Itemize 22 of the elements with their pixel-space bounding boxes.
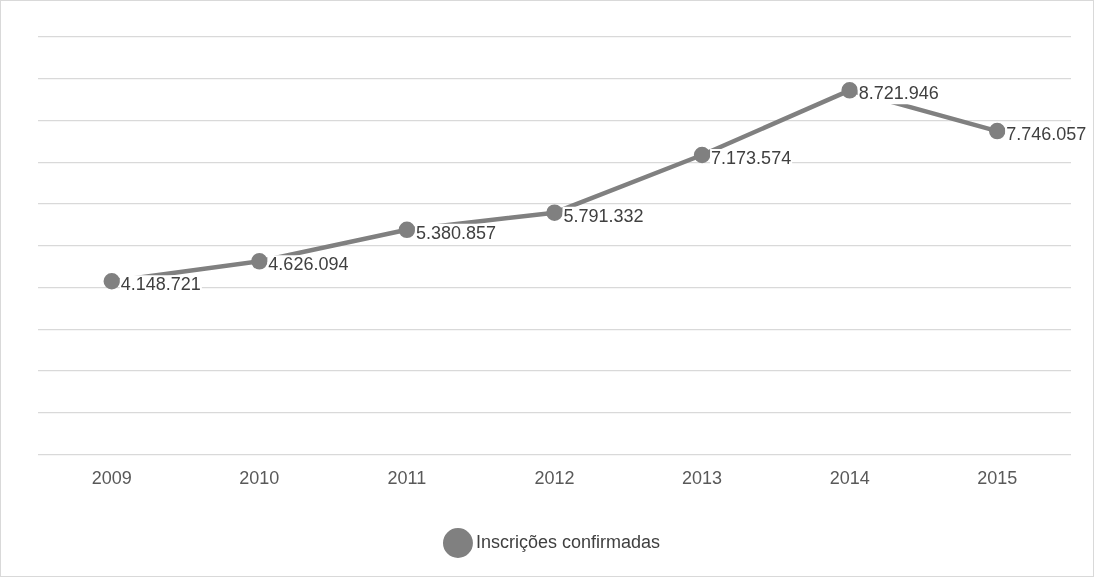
point [693, 146, 711, 164]
point [251, 253, 268, 270]
x-tick-label: 2009 [91, 468, 132, 489]
legend-label: Inscrições confirmadas [475, 531, 661, 552]
x-tick-label: 2014 [829, 468, 870, 489]
point [988, 122, 1006, 140]
point [103, 272, 121, 290]
data-label: 7.173.574 [711, 147, 792, 168]
data-label: 8.721.946 [858, 83, 939, 104]
x-tick-label: 2015 [977, 468, 1018, 489]
data-label: 5.380.857 [415, 222, 497, 243]
point [841, 82, 858, 99]
point [546, 204, 563, 221]
x-tick-label: 2010 [239, 468, 280, 489]
data-label: 5.791.332 [563, 205, 644, 226]
x-tick-label: 2013 [682, 468, 723, 489]
data-label: 4.148.721 [120, 274, 201, 295]
x-tick-label: 2012 [534, 468, 575, 489]
data-label: 4.626.094 [268, 254, 349, 275]
point [398, 221, 416, 239]
data-label: 7.746.057 [1006, 124, 1087, 145]
x-tick-label: 2011 [387, 468, 427, 489]
